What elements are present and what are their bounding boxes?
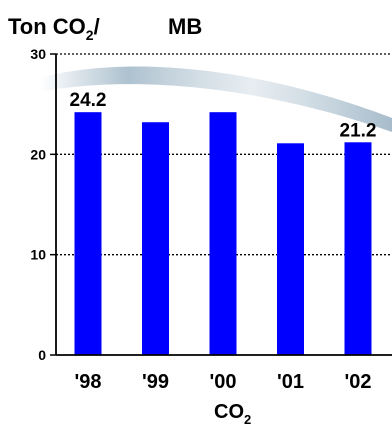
x-tick-label: '98 [74,371,101,393]
data-label: 24.2 [70,90,107,111]
y-tick-label: 30 [30,46,46,62]
bar [209,112,237,356]
y-tick-label: 10 [30,247,46,263]
y-axis: 0 10 20 30 [30,46,57,363]
chart-title-unit: MB [168,14,202,39]
data-labels: 24.2 21.2 [70,90,377,141]
bar [344,142,372,355]
bars [74,112,372,356]
y-tick-label: 0 [38,347,46,363]
bar [277,143,304,355]
x-tick-label: '02 [344,371,371,393]
x-tick-label: '00 [209,371,236,393]
bar [142,122,169,355]
chart-title: Ton CO2/ [8,14,100,43]
x-tick-label: '99 [142,371,169,393]
bar [74,112,102,356]
background-swoosh [40,66,392,132]
x-axis-label: CO2 [214,401,251,427]
x-tick-label: '01 [277,371,304,393]
y-tick-label: 20 [30,146,46,162]
x-axis: '98 '99 '00 '01 '02 [56,354,392,393]
data-label: 21.2 [340,120,377,141]
